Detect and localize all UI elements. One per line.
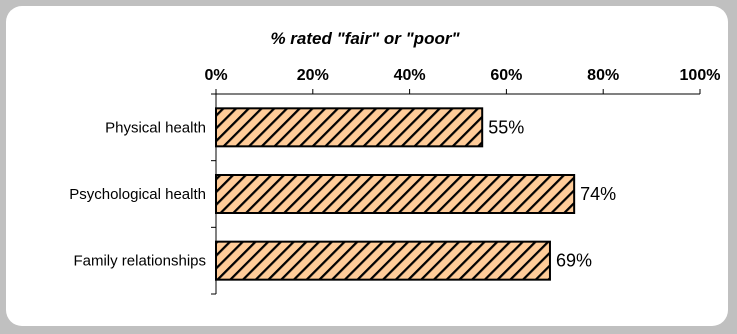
data-label: 55%	[488, 117, 524, 137]
bar	[215, 240, 551, 281]
x-tick-label: 100%	[680, 67, 721, 84]
bar-group: Physical health 55% Psychological health 74…	[69, 107, 616, 281]
x-axis-title: % rated "fair" or "poor"	[270, 29, 460, 48]
data-label: 69%	[556, 251, 592, 271]
data-label: 74%	[580, 184, 616, 204]
x-tick-label: 20%	[297, 67, 329, 84]
bar	[215, 107, 484, 148]
category-label: Psychological health	[69, 186, 206, 203]
x-tick-label: 80%	[587, 67, 619, 84]
chart-panel: % rated "fair" or "poor" 0% 20% 40% 60% 80% 1…	[6, 6, 728, 326]
x-tick-label: 0%	[204, 67, 227, 84]
category-label: Physical health	[105, 119, 206, 136]
x-axis: 0% 20% 40% 60% 80% 100%	[204, 67, 721, 295]
bar	[215, 174, 576, 214]
x-tick-label: 60%	[490, 67, 522, 84]
x-tick-label: 40%	[394, 67, 426, 84]
bar-chart: % rated "fair" or "poor" 0% 20% 40% 60% 80% 1…	[69, 29, 721, 295]
category-label: Family relationships	[73, 253, 206, 270]
